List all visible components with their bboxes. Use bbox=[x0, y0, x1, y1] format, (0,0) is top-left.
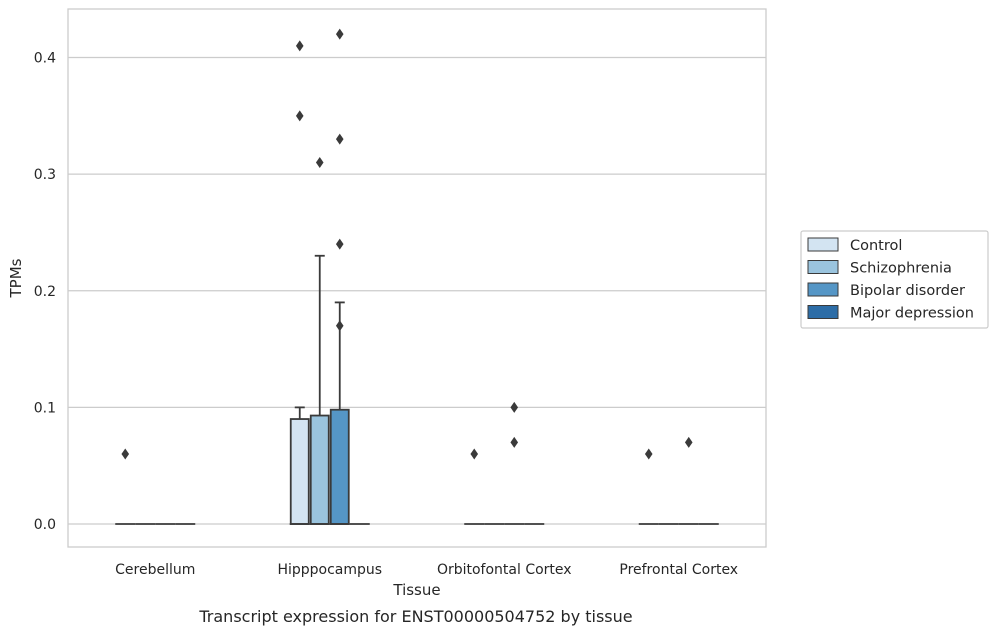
outlier-point bbox=[335, 28, 344, 40]
y-tick-label: 0.0 bbox=[34, 517, 56, 533]
box-body bbox=[289, 418, 310, 525]
y-axis-label: TPMs bbox=[7, 258, 25, 298]
outlier-point bbox=[644, 448, 653, 460]
outlier-point bbox=[684, 436, 693, 448]
y-tick-label: 0.1 bbox=[34, 400, 56, 416]
chart-caption: Transcript expression for ENST0000050475… bbox=[198, 607, 632, 626]
legend-label: Schizophrenia bbox=[850, 261, 952, 277]
legend-swatch bbox=[807, 282, 839, 297]
box-bipolar-disorder-2 bbox=[504, 401, 525, 525]
x-tick-label: Prefrontal Cortex bbox=[619, 562, 738, 578]
x-tick-label: Hipppocampus bbox=[277, 562, 382, 578]
box-body bbox=[309, 414, 330, 525]
legend-label: Bipolar disorder bbox=[850, 283, 965, 299]
y-tick-label: 0.4 bbox=[34, 51, 56, 67]
y-tick-labels: 0.0 0.1 0.2 0.3 0.4 bbox=[34, 51, 56, 534]
legend-frame bbox=[800, 230, 989, 329]
legend-swatch bbox=[807, 237, 839, 252]
outlier-point bbox=[295, 40, 304, 52]
outlier-point bbox=[335, 238, 344, 250]
box-bipolar-disorder-3 bbox=[678, 436, 699, 525]
outlier-point bbox=[295, 110, 304, 122]
legend: Control Schizophrenia Bipolar disorder Majo… bbox=[800, 230, 989, 329]
legend-label: Major depression bbox=[850, 306, 974, 322]
legend-swatch bbox=[807, 260, 839, 274]
x-tick-labels: Cerebellum Hipppocampus Orbitofontal Corte… bbox=[115, 562, 738, 578]
box-control-3 bbox=[638, 448, 659, 525]
box-bipolar-disorder-1 bbox=[329, 28, 350, 525]
x-tick-label: Cerebellum bbox=[115, 562, 195, 578]
legend-swatch bbox=[807, 305, 839, 319]
plot-frame bbox=[67, 8, 767, 548]
box-control-2 bbox=[464, 448, 485, 525]
y-tick-label: 0.3 bbox=[34, 167, 56, 183]
outlier-point bbox=[510, 436, 519, 448]
x-axis-label: Tissue bbox=[392, 581, 440, 599]
box-schizophrenia-1 bbox=[309, 156, 330, 525]
y-tick-label: 0.2 bbox=[34, 284, 56, 300]
legend-label: Control bbox=[850, 238, 902, 254]
outlier-point bbox=[335, 133, 344, 145]
outlier-point bbox=[121, 448, 130, 460]
outlier-point bbox=[335, 320, 344, 332]
outlier-point bbox=[470, 448, 479, 460]
outlier-point bbox=[510, 401, 519, 413]
box-body bbox=[329, 408, 350, 525]
box-control-1 bbox=[289, 40, 310, 525]
box-control-0 bbox=[115, 448, 136, 525]
x-tick-label: Orbitofontal Cortex bbox=[437, 562, 572, 578]
outlier-point bbox=[315, 156, 324, 168]
plot-marks bbox=[115, 28, 719, 525]
gridlines bbox=[68, 56, 766, 525]
